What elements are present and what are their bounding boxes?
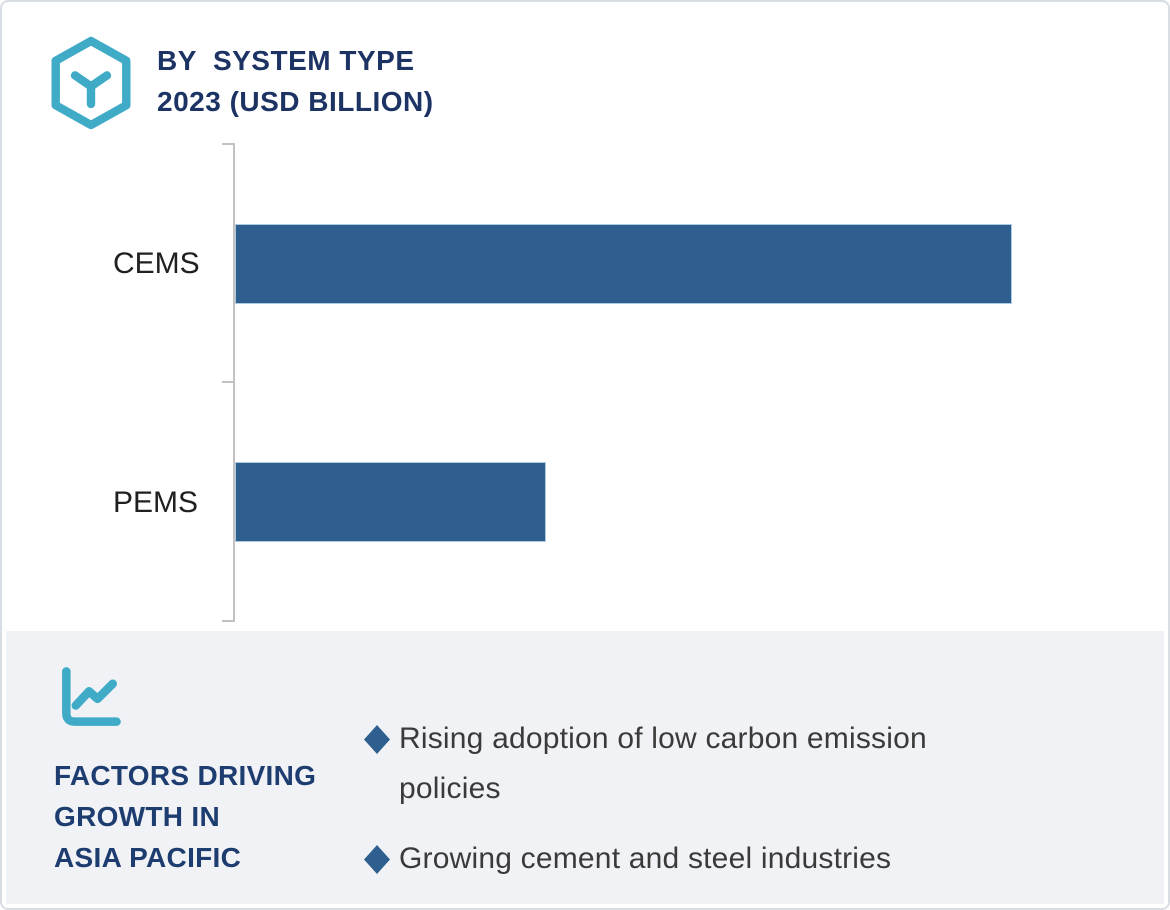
axis-tick bbox=[222, 620, 234, 622]
category-label-cems: CEMS bbox=[113, 247, 200, 280]
diamond-bullet-icon bbox=[364, 845, 390, 874]
chart-title: BY SYSTEM TYPE 2023 (USD BILLION) bbox=[157, 40, 434, 122]
bar-cems bbox=[235, 224, 1012, 304]
factor-text: Growing cement and steel industries bbox=[399, 842, 892, 875]
line-chart-icon bbox=[62, 667, 121, 726]
bar-track-cems bbox=[235, 224, 1012, 304]
factor-text: Rising adoption of low carbon emission p… bbox=[399, 722, 927, 805]
list-item: Rising adoption of low carbon emission p… bbox=[364, 714, 1024, 814]
factors-heading: FACTORS DRIVING GROWTH IN ASIA PACIFIC bbox=[54, 755, 316, 878]
diamond-bullet-icon bbox=[364, 725, 390, 754]
chart-title-line1: BY SYSTEM TYPE bbox=[157, 45, 415, 76]
axis-tick bbox=[222, 143, 234, 145]
hexagon-y-icon bbox=[51, 36, 131, 130]
bar-track-pems bbox=[235, 462, 1012, 542]
factors-panel: FACTORS DRIVING GROWTH IN ASIA PACIFIC R… bbox=[6, 631, 1164, 904]
factors-heading-line1: FACTORS DRIVING bbox=[54, 760, 317, 791]
factors-heading-line2: GROWTH IN bbox=[54, 801, 221, 832]
bar-pems bbox=[235, 462, 546, 542]
list-item: Growing cement and steel industries bbox=[364, 834, 1024, 884]
category-label-pems: PEMS bbox=[113, 486, 199, 519]
chart-title-line2: 2023 (USD BILLION) bbox=[157, 86, 434, 117]
axis-tick bbox=[222, 381, 234, 383]
factors-heading-line3: ASIA PACIFIC bbox=[54, 842, 242, 873]
factors-bullet-list: Rising adoption of low carbon emission p… bbox=[364, 714, 1024, 884]
category-axis-line bbox=[233, 143, 235, 622]
